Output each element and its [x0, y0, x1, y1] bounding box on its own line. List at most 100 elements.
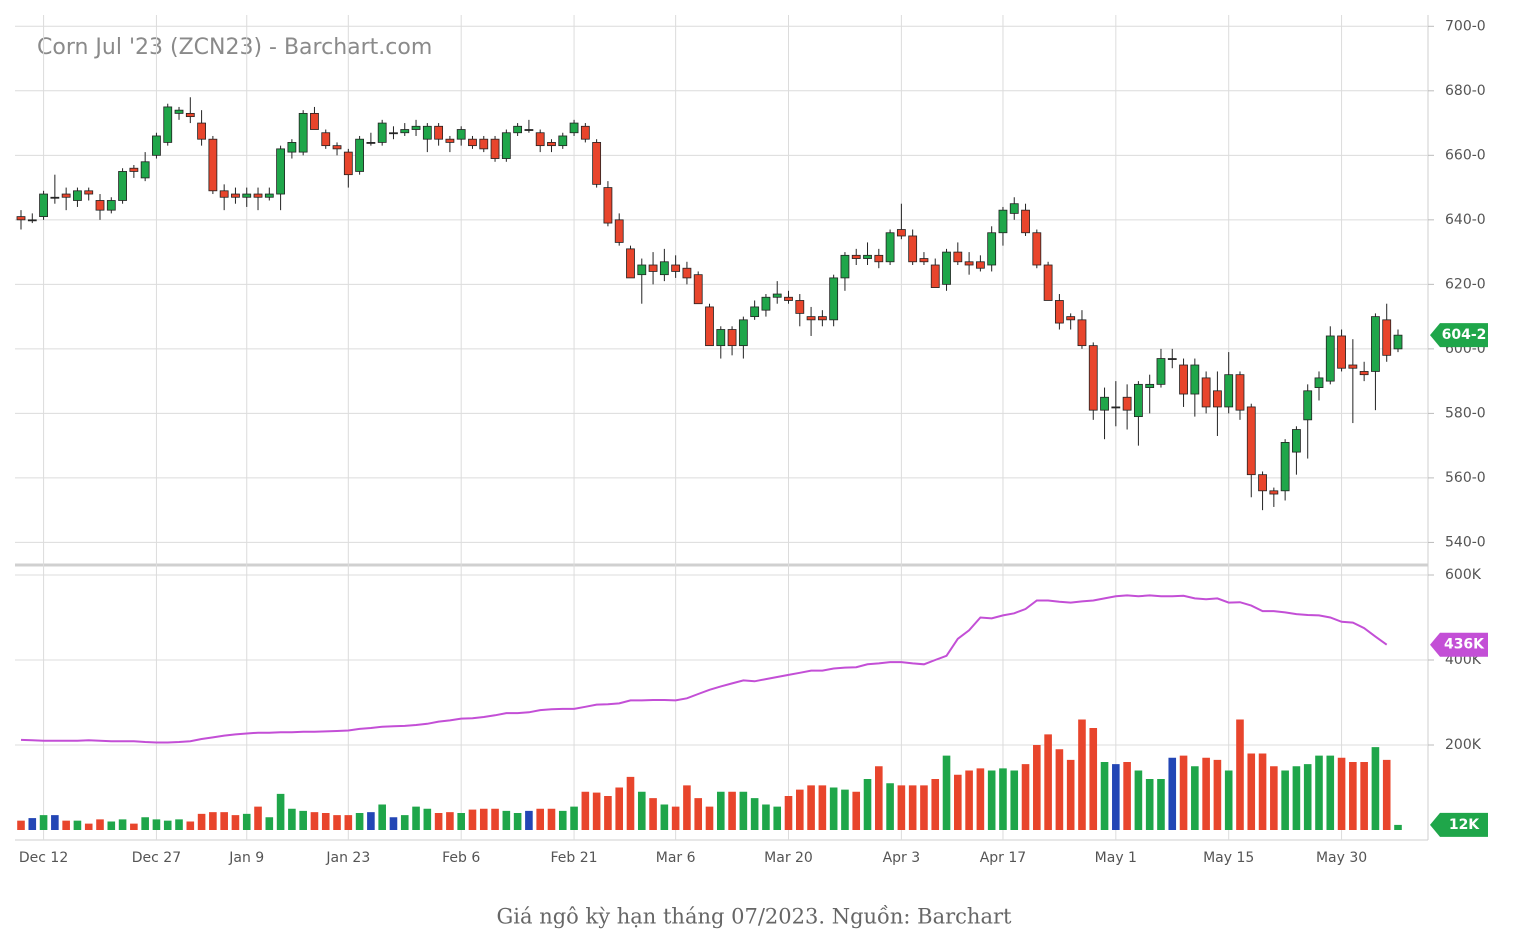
- candle-body: [1382, 319, 1392, 356]
- candle-body: [987, 232, 997, 266]
- volume-bar: [1382, 759, 1391, 830]
- volume-bar: [1360, 762, 1368, 830]
- volume-bar: [1326, 755, 1335, 830]
- chart-title: Corn Jul '23 (ZCN23) - Barchart.com: [37, 35, 432, 60]
- candle-body: [1393, 334, 1403, 350]
- y-tick-label: 580-0: [1445, 405, 1486, 421]
- candle-body: [603, 187, 613, 224]
- candle-body: [129, 167, 139, 172]
- candle-body: [784, 296, 793, 301]
- y2-tick-label: 600K: [1445, 567, 1482, 583]
- candle-body: [569, 122, 579, 134]
- last-price-badge: 604-2: [1442, 327, 1487, 343]
- x-tick-label: Mar 20: [764, 850, 813, 866]
- y-tick-label: 660-0: [1445, 147, 1486, 163]
- candle-body: [287, 142, 297, 153]
- candle-body: [310, 112, 319, 130]
- volume-bar: [626, 776, 635, 830]
- volume-bar: [581, 791, 590, 830]
- volume-bar: [152, 819, 161, 830]
- candle-body: [400, 129, 410, 134]
- volume-bar: [1010, 770, 1019, 830]
- candle-body: [1325, 335, 1335, 382]
- volume-bar: [852, 791, 861, 830]
- candle-body: [648, 264, 658, 272]
- candle-body: [964, 261, 974, 266]
- candle-body: [456, 129, 466, 140]
- volume-bar: [96, 819, 104, 830]
- volume-bar: [355, 813, 364, 830]
- candle-body: [411, 125, 421, 130]
- volume-bar: [175, 819, 183, 830]
- candle-body: [1134, 383, 1143, 418]
- volume-bar: [1202, 757, 1210, 830]
- volume-bar: [344, 815, 353, 830]
- candle-body: [614, 219, 624, 243]
- volume-bar: [1055, 749, 1064, 830]
- volume-bar: [197, 813, 206, 830]
- volume-bar: [987, 770, 996, 830]
- candle-body: [434, 125, 444, 140]
- candle-body: [1235, 374, 1245, 411]
- candle-body: [445, 138, 455, 143]
- volume-bar: [1191, 766, 1199, 830]
- volume-bar: [1033, 745, 1041, 830]
- candle-body: [95, 200, 105, 211]
- candle-body: [1269, 490, 1279, 495]
- candle-body: [1066, 316, 1076, 321]
- volume-bar: [457, 813, 465, 830]
- candle-body: [106, 200, 116, 211]
- x-tick-label: Dec 12: [19, 850, 68, 866]
- volume-bar: [671, 806, 680, 830]
- volume-bar: [468, 809, 477, 830]
- volume-bar: [220, 812, 228, 830]
- candle-body: [366, 142, 376, 144]
- volume-bar: [479, 808, 488, 830]
- candle-body: [1122, 396, 1132, 411]
- volume-bar: [716, 791, 725, 830]
- volume-bar: [434, 813, 443, 830]
- candle-body: [840, 254, 850, 279]
- caption: Giá ngô kỳ hạn tháng 07/2023. Nguồn: Bar…: [497, 905, 1013, 929]
- volume-bar: [999, 768, 1007, 830]
- candle-body: [738, 319, 748, 347]
- candle-body: [163, 106, 173, 143]
- volume-bar: [1270, 766, 1278, 830]
- candle-body: [795, 300, 805, 314]
- volume-badge-bg: [1430, 812, 1488, 837]
- candle-body: [1088, 345, 1098, 411]
- candle-body: [817, 316, 827, 321]
- y-tick-label: 680-0: [1445, 83, 1486, 99]
- candle-body: [671, 264, 681, 272]
- volume-bar: [1157, 779, 1165, 830]
- volume-bar: [1021, 764, 1030, 830]
- volume-bar: [1258, 753, 1267, 830]
- volume-bar: [299, 810, 307, 830]
- candle-body: [547, 142, 556, 147]
- candle-body: [659, 261, 669, 276]
- volume-bar: [1315, 755, 1323, 830]
- volume-bar: [931, 779, 940, 830]
- open-interest-line: [20, 594, 1388, 744]
- volume-bar: [423, 808, 432, 830]
- candle-body: [1100, 396, 1109, 411]
- candle-body: [1077, 319, 1087, 347]
- candle-body: [1292, 429, 1301, 453]
- volume-bar: [694, 798, 703, 830]
- volume-bar: [333, 815, 341, 830]
- candle-body: [885, 232, 895, 263]
- candle-body: [975, 261, 985, 269]
- volume-bar: [558, 810, 567, 830]
- x-tick-label: Dec 27: [132, 850, 181, 866]
- candle-body: [501, 132, 511, 159]
- candle-body: [716, 329, 726, 347]
- candle-body: [580, 125, 590, 140]
- x-tick-label: May 30: [1316, 850, 1367, 866]
- volume-bar: [491, 808, 499, 830]
- candle-body: [1224, 374, 1234, 408]
- volume-bar: [1145, 779, 1154, 830]
- volume-bar: [1168, 757, 1177, 830]
- candle-body: [84, 190, 94, 195]
- volume-bar: [795, 789, 804, 830]
- candle-body: [468, 138, 477, 147]
